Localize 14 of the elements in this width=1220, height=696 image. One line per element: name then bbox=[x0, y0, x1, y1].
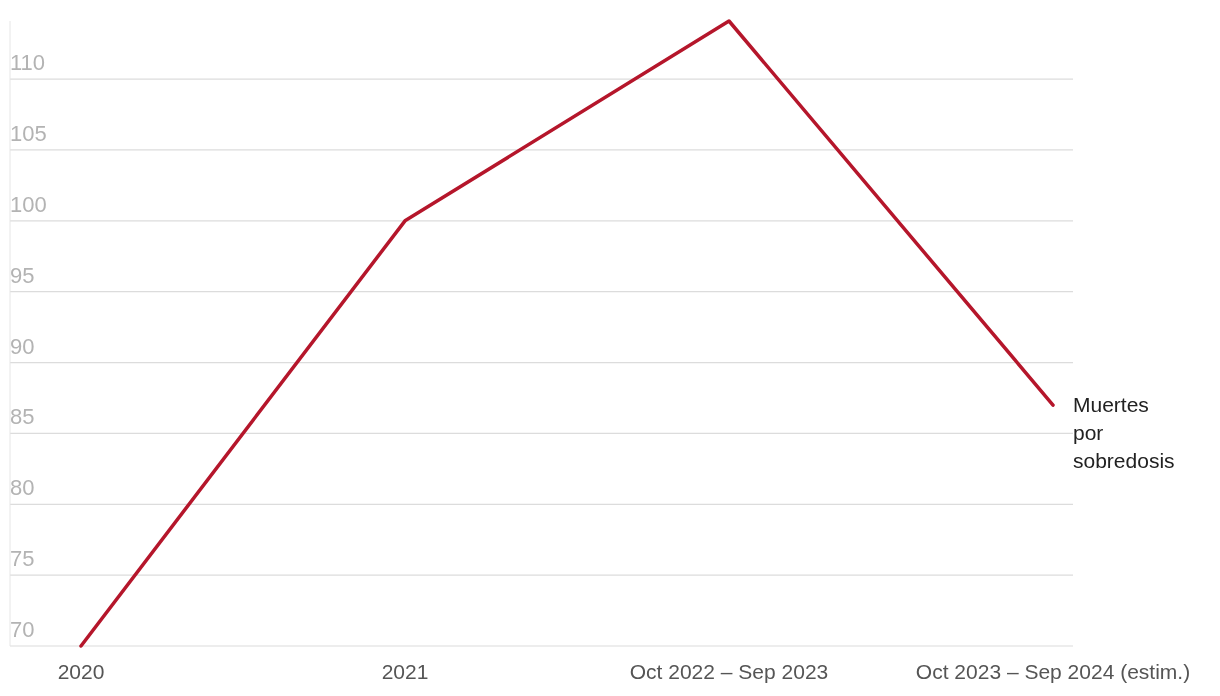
y-tick-label: 105 bbox=[10, 120, 47, 146]
y-tick-label: 85 bbox=[10, 404, 35, 430]
y-tick-label: 70 bbox=[10, 617, 35, 642]
y-tick-label: 100 bbox=[10, 191, 47, 217]
y-tick-label: 95 bbox=[10, 262, 35, 288]
x-tick-label: Oct 2023 – Sep 2024 (estim.) bbox=[915, 660, 1191, 683]
x-tick-label: 2020 bbox=[57, 660, 105, 683]
y-tick-label: 90 bbox=[10, 333, 35, 359]
series-label: Muertes por sobredosis bbox=[1073, 393, 1175, 473]
y-tick-label: 80 bbox=[10, 475, 35, 501]
x-tick-label: Oct 2022 – Sep 2023 bbox=[629, 660, 829, 683]
x-tick-label: 2021 bbox=[381, 660, 429, 683]
y-tick-label: 110 bbox=[10, 50, 46, 76]
y-tick-label: 75 bbox=[10, 546, 35, 572]
